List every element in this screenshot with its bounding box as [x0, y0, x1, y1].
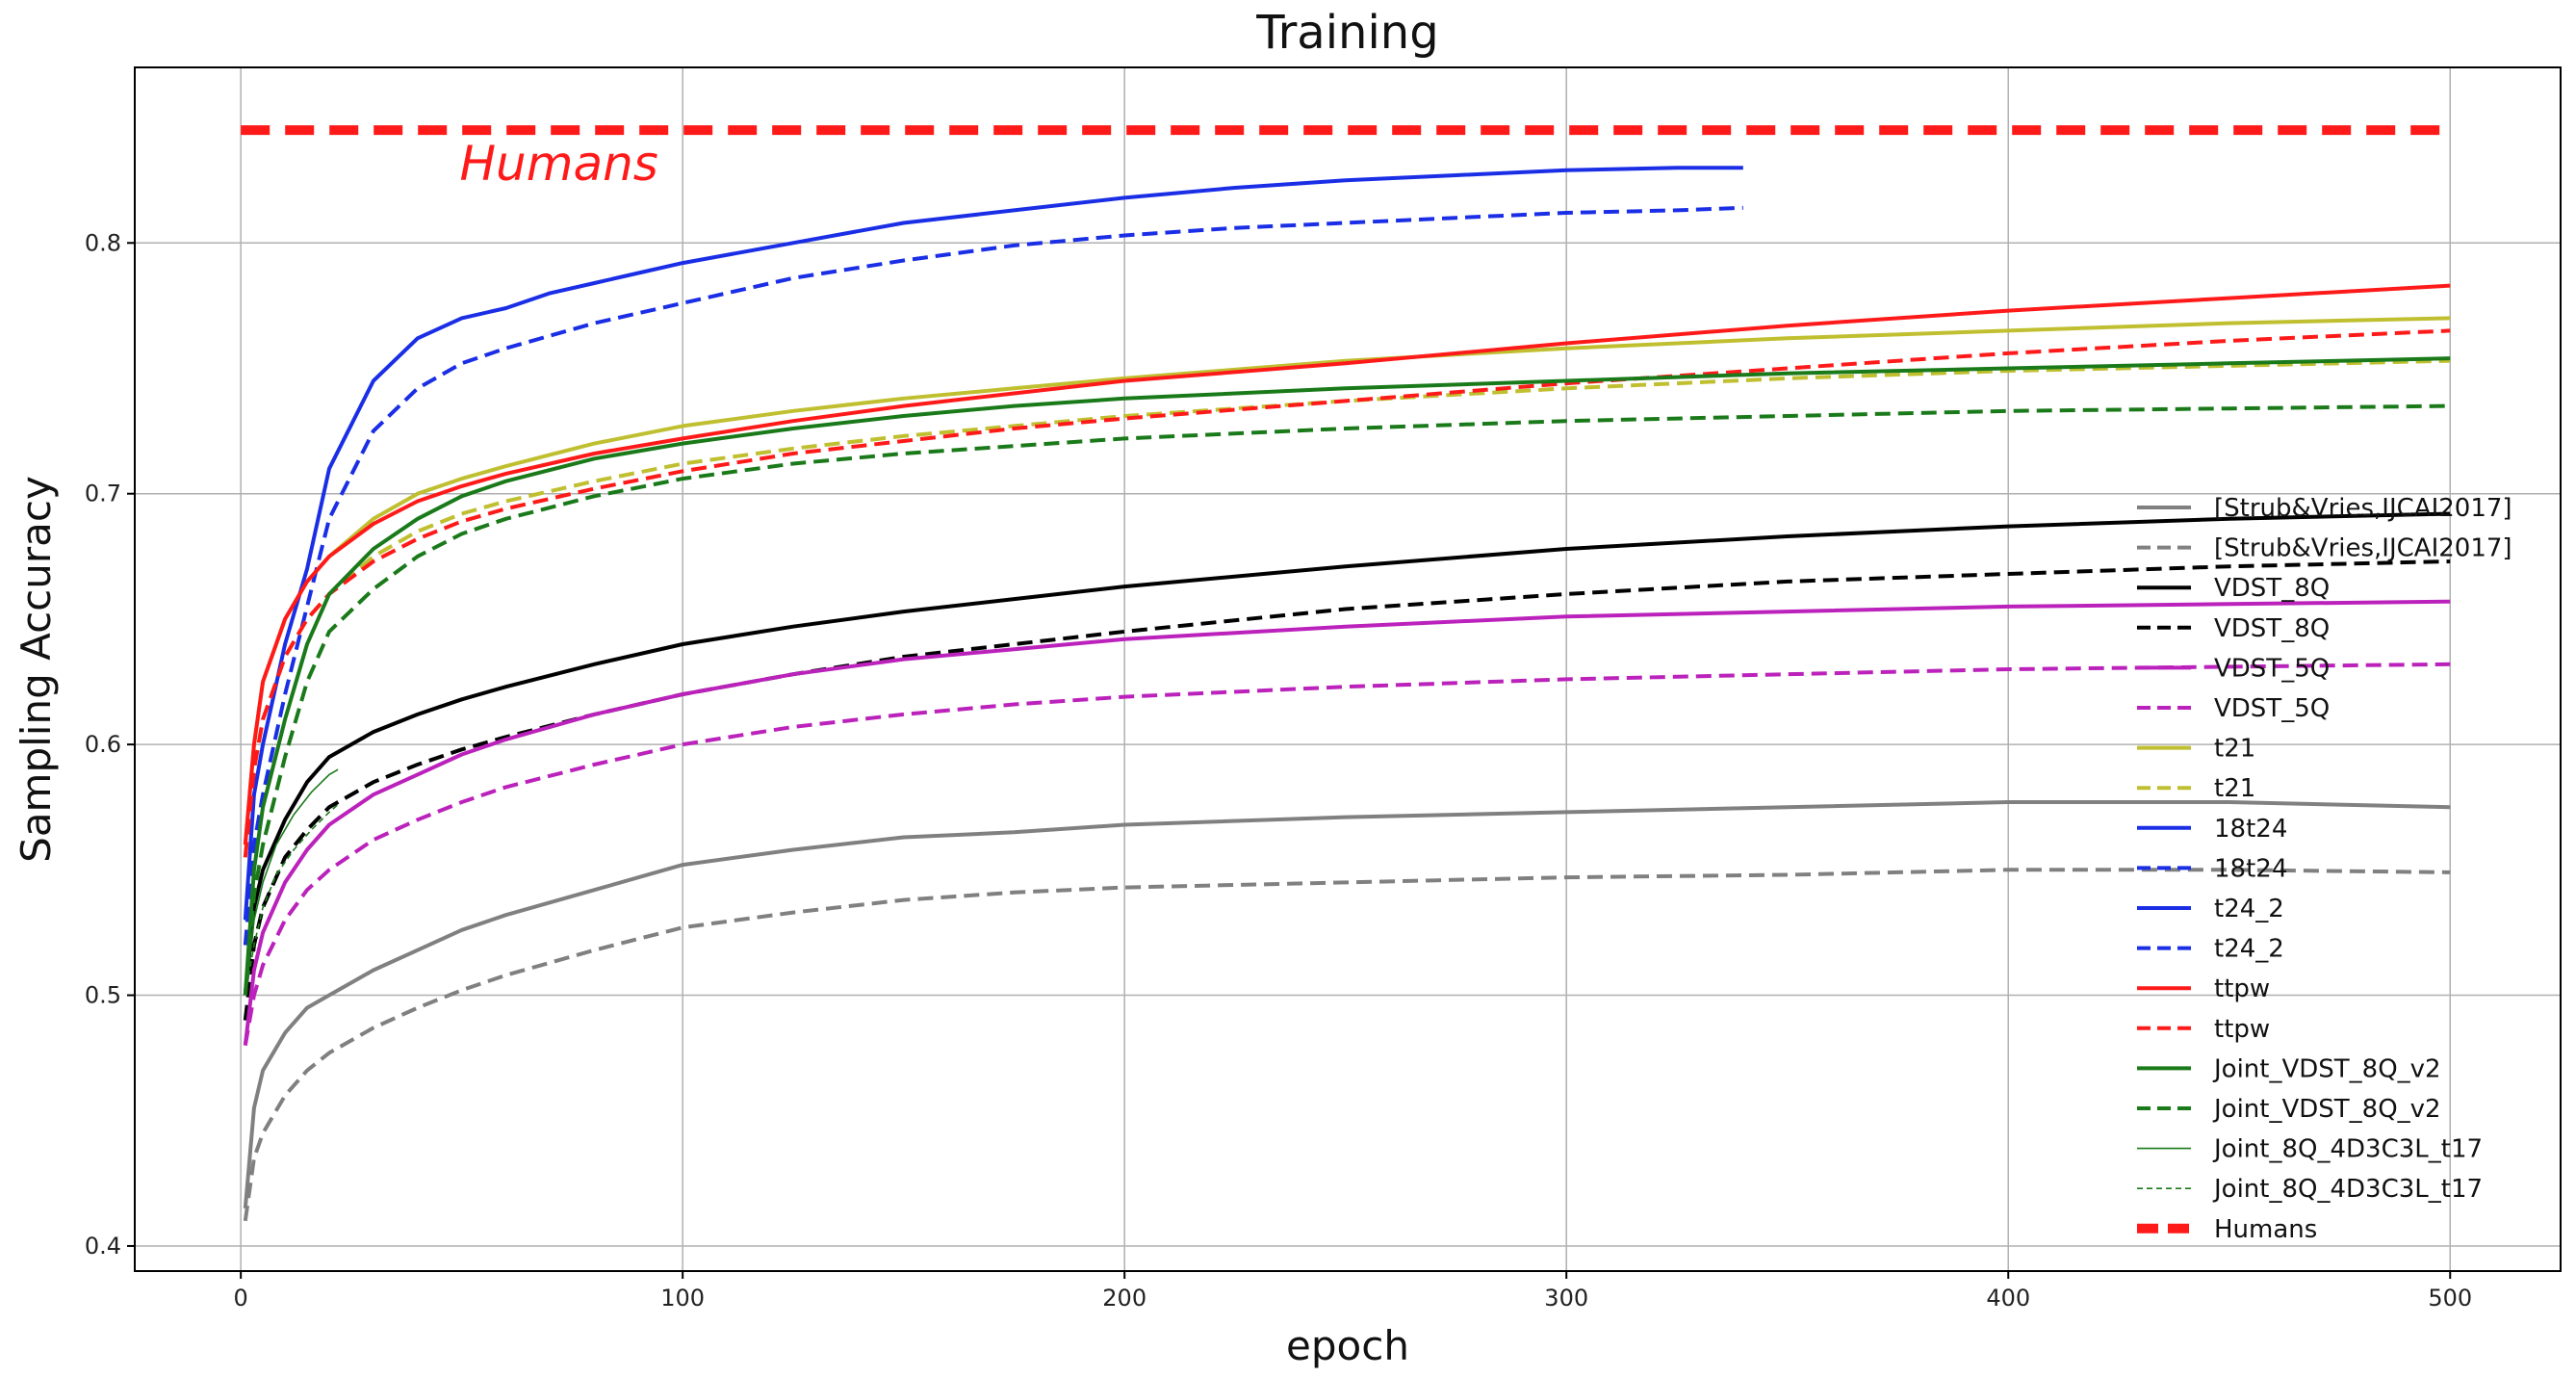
axis-ticks: 0 100 200 300 400 500 0.4 0.5 0.6 0.7 0.8 — [85, 229, 2472, 1312]
legend-label: VDST_8Q — [2214, 574, 2330, 603]
plot-frame — [134, 66, 2562, 1272]
x-tick-label: 100 — [660, 1285, 705, 1312]
legend-label: 18t24 — [2214, 854, 2287, 883]
annotations: Humans — [459, 136, 657, 192]
series-line-4 — [243, 599, 2451, 1046]
series-line-16 — [245, 768, 339, 996]
series-line-9 — [243, 205, 1743, 946]
x-tick-label: 0 — [234, 1285, 248, 1312]
chart-title: Training — [1255, 6, 1438, 60]
legend-label: [Strub&Vries,IJCAI2017] — [2214, 494, 2512, 523]
series-line-1 — [243, 868, 2451, 1222]
legend-label: [Strub&Vries,IJCAI2017] — [2214, 534, 2512, 563]
legend-label: Joint_VDST_8Q_v2 — [2212, 1054, 2441, 1083]
legend-label: Joint_8Q_4D3C3L_t17 — [2212, 1175, 2483, 1204]
legend-label: VDST_8Q — [2214, 614, 2330, 643]
x-tick-label: 200 — [1102, 1285, 1146, 1312]
series-line-12 — [243, 283, 2451, 845]
legend-label: t21 — [2214, 735, 2255, 764]
series-line-14 — [243, 356, 2451, 996]
legend-label: 18t24 — [2214, 815, 2287, 844]
series-layer — [241, 125, 2451, 1222]
series-line-2 — [243, 511, 2451, 996]
legend-label: VDST_5Q — [2214, 694, 2330, 723]
grid — [135, 67, 2561, 1271]
legend-label: VDST_5Q — [2214, 654, 2330, 683]
y-tick-label: 0.8 — [85, 229, 121, 256]
legend-label: ttpw — [2214, 1015, 2270, 1044]
x-tick-label: 300 — [1544, 1285, 1588, 1312]
y-tick-label: 0.7 — [85, 481, 121, 507]
x-tick-label: 500 — [2428, 1285, 2472, 1312]
x-tick-label: 400 — [1986, 1285, 2030, 1312]
legend-label: ttpw — [2214, 974, 2270, 1003]
legend-label: t24_2 — [2214, 895, 2284, 923]
legend-label: Joint_8Q_4D3C3L_t17 — [2212, 1135, 2483, 1164]
series-line-15 — [243, 403, 2451, 996]
legend: [Strub&Vries,IJCAI2017] [Strub&Vries,IJCA… — [2137, 494, 2512, 1244]
series-line-17 — [245, 803, 339, 996]
series-line-8 — [243, 166, 1743, 921]
y-tick-label: 0.5 — [85, 982, 121, 1009]
y-axis-title: Sampling Accuracy — [13, 476, 60, 863]
series-line-0 — [243, 800, 2451, 1209]
y-tick-label: 0.4 — [85, 1233, 121, 1260]
y-tick-label: 0.6 — [85, 731, 121, 758]
legend-label: Joint_VDST_8Q_v2 — [2212, 1095, 2441, 1124]
series-line-5 — [243, 662, 2451, 1046]
annotation-text: Humans — [459, 136, 657, 192]
x-axis-title: epoch — [1286, 1322, 1409, 1369]
legend-label: Humans — [2214, 1215, 2317, 1244]
legend-label: t24_2 — [2214, 935, 2284, 964]
legend-label: t21 — [2214, 774, 2255, 803]
